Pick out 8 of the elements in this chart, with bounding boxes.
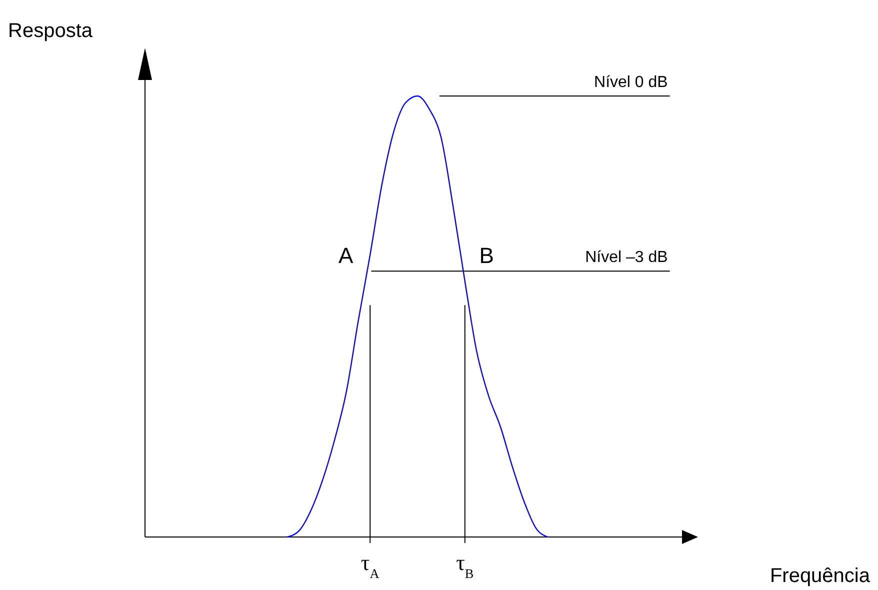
x-tick-label: τ$_{A}$ xyxy=(360,550,380,580)
ref-line-label: Nível –3 dB xyxy=(585,249,668,266)
x-axis-title: Frequência xyxy=(770,565,871,587)
ref-line-label: Nível 0 dB xyxy=(594,74,668,91)
x-tick-label: τ$_{B}$ xyxy=(456,550,474,580)
y-axis-title: Resposta xyxy=(8,20,94,42)
annotation: B xyxy=(479,243,494,268)
annotation: A xyxy=(338,243,354,268)
